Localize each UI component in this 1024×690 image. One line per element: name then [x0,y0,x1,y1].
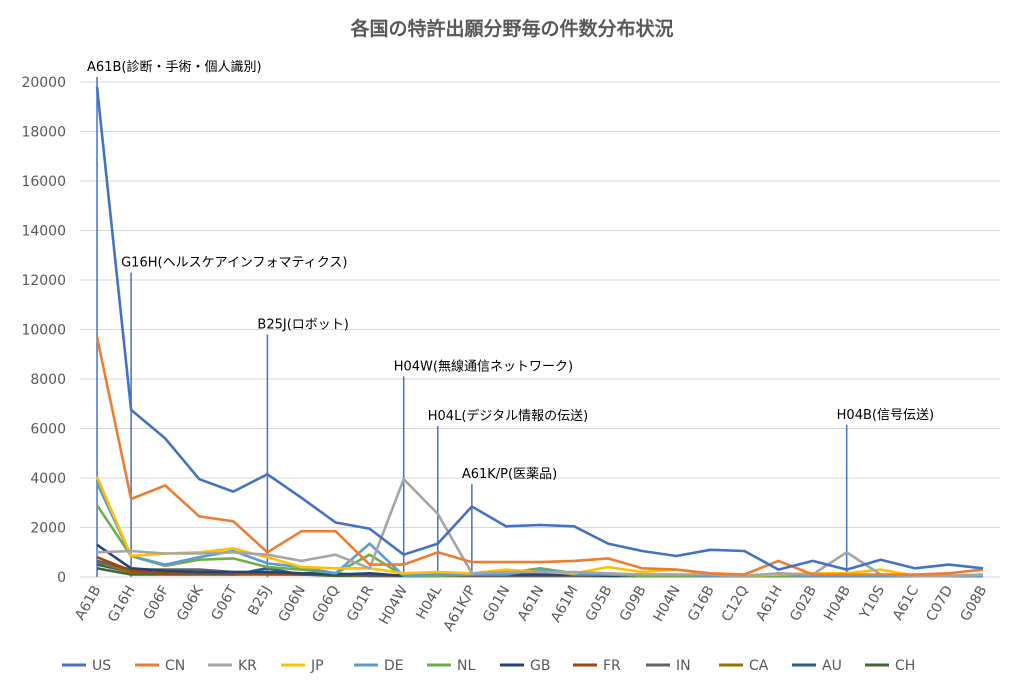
series-line-kr [96,477,984,578]
x-tick-label: G06T [208,583,241,624]
gridlines [80,81,1000,578]
chart-title: 各国の特許出願分野毎の件数分布状況 [349,17,673,40]
series-line-nl [95,504,983,578]
x-tick-label: G02B [787,583,820,624]
x-tick-label: G06K [174,582,207,623]
legend-label-ch: CH [895,658,915,674]
x-tick-label: H04L [413,583,445,622]
y-tick-label: 0 [57,570,66,586]
y-axis-ticks: 0 2000 4000 6000 8000 10000 12000 14000 16000 180… [21,75,66,586]
series-line-us [95,86,984,571]
series-line-cn [95,336,984,576]
x-tick-label: G16B [685,583,718,624]
x-tick-label: H04W [376,583,411,628]
x-tick-label: G01R [344,583,377,624]
y-tick-label: 2000 [30,521,66,537]
y-tick-label: 4000 [30,471,66,487]
legend-label-cn: CN [165,658,185,674]
x-tick-label: C12Q [719,583,752,624]
legend-label-gb: GB [530,658,550,674]
annotation-label-g16h: G16H(ヘルスケアインフォマティクス) [121,256,347,271]
x-tick-label: A61B [72,583,104,623]
legend-label-au: AU [822,658,842,674]
annotation-label-h04l: H04L(デジタル情報の伝送) [428,408,588,424]
x-tick-label: B25J [245,583,275,618]
x-tick-label: A61C [890,583,923,623]
legend-label-ca: CA [749,658,769,674]
x-tick-label: G01N [480,583,513,625]
x-tick-label: G06N [276,583,309,625]
y-tick-label: 20000 [21,75,66,91]
legend-label-kr: KR [238,658,257,674]
legend-label-fr: FR [603,658,621,674]
y-tick-label: 16000 [21,174,66,190]
x-tick-label: G05B [583,583,616,624]
x-tick-label: H04B [821,583,854,624]
legend-label-us: US [92,658,111,674]
y-tick-label: 10000 [21,323,66,339]
x-tick-label: A61H [753,583,786,624]
legend: US CN KR JP DE NL GB FR IN CA AU CH [62,658,915,674]
annotation-labels: A61B(診断・手術・個人識別) G16H(ヘルスケアインフォマティクス) B25J… [87,59,934,482]
y-tick-label: 18000 [21,125,66,141]
x-tick-label: G09B [617,583,650,624]
annotation-label-h04b: H04B(信号伝送) [837,408,934,423]
annotation-lines [96,77,848,577]
annotation-label-b25j: B25J(ロボット) [257,317,348,332]
annotation-label-a61k-p: A61K/P(医薬品) [462,467,557,482]
x-axis-ticks: A61B G16H G06F G06K G06T B25J G06N G06Q G01R H04W… [72,582,990,634]
legend-label-nl: NL [457,658,475,674]
y-tick-label: 6000 [30,422,66,438]
x-tick-label: A61N [515,583,548,624]
legend-label-jp: JP [310,658,324,674]
legend-label-in: IN [676,658,691,674]
annotation-label-h04w: H04W(無線通信ネットワーク) [394,359,573,375]
y-tick-label: 8000 [30,372,66,388]
x-tick-label: G08B [957,583,990,624]
x-tick-label: Y10S [856,583,888,622]
x-tick-label: G06F [140,583,172,623]
annotation-label-a61b: A61B(診断・手術・個人識別) [87,59,262,75]
legend-label-de: DE [384,658,404,674]
x-tick-label: H04N [650,583,683,625]
y-tick-label: 12000 [21,273,66,289]
x-tick-label: A61M [548,583,582,625]
x-tick-label: G06Q [309,583,343,625]
x-tick-label: A61K/P [441,583,480,634]
x-tick-label: C07D [923,583,956,624]
series-lines [95,86,984,578]
y-tick-label: 14000 [21,224,66,240]
x-tick-label: G16H [105,583,138,625]
